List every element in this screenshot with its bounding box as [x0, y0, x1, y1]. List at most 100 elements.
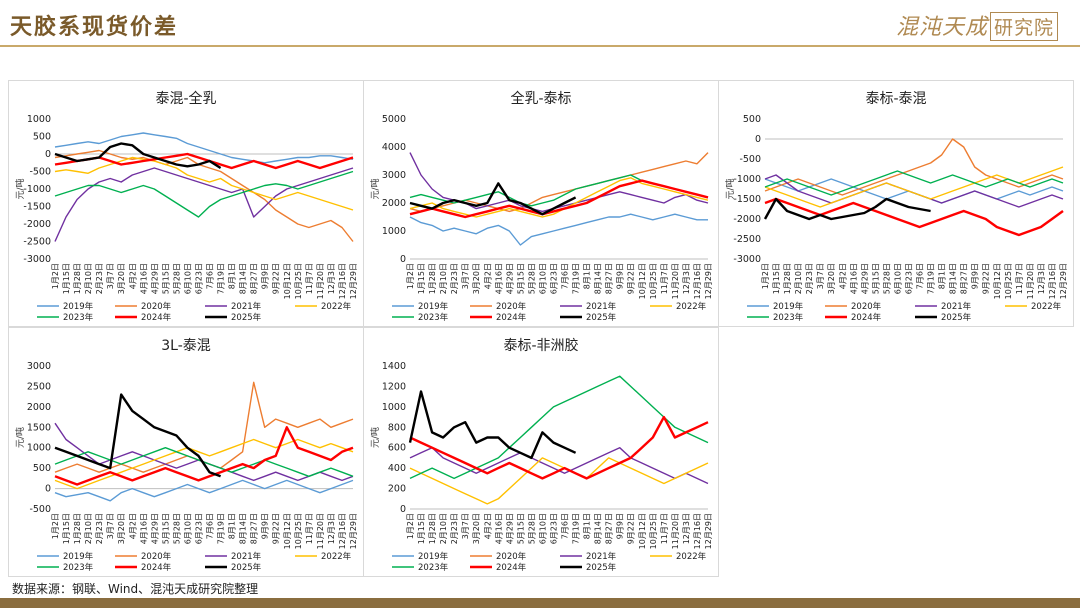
x-tick-label: 4月2日 — [128, 513, 137, 539]
chart-svg: 泰标-泰混元/吨 500 0 -500 -1000 -1500 -2000 -2500 -300… — [724, 91, 1068, 323]
x-tick-label: 7月19日 — [217, 513, 226, 544]
x-tick-label: 8月14日 — [594, 513, 603, 544]
y-tick-label: 1000 — [382, 402, 406, 413]
data-source-note: 数据来源：钢联、Wind、混沌天成研究院整理 — [12, 582, 259, 596]
y-tick-label: 0 — [755, 134, 761, 145]
x-tick-label: 6月10日 — [893, 263, 902, 294]
x-tick-label: 5月28日 — [882, 263, 891, 294]
legend-label: 2020年 — [851, 301, 882, 312]
y-tick-label: -2000 — [23, 219, 51, 230]
x-tick-label: 10月12日 — [638, 513, 647, 549]
y-tick-label: -2500 — [733, 234, 761, 245]
x-tick-label: 7月19日 — [572, 513, 581, 544]
x-tick-label: 8月27日 — [960, 263, 969, 294]
legend-label: 2021年 — [941, 301, 972, 312]
series-line-2025 — [54, 142, 222, 170]
x-tick-label: 8月14日 — [239, 513, 248, 544]
x-tick-label: 1月2日 — [51, 513, 60, 539]
y-tick-label: -500 — [29, 167, 51, 178]
x-tick-label: 6月10日 — [183, 263, 192, 294]
y-tick-label: 0 — [45, 484, 51, 495]
legend-label: 2022年 — [676, 301, 707, 312]
y-tick-label: -500 — [29, 504, 51, 515]
legend-label: 2019年 — [63, 301, 94, 312]
y-tick-label: -3000 — [23, 254, 51, 265]
logo-box-text: 研究院 — [989, 12, 1058, 41]
x-tick-label: 3月20日 — [117, 513, 126, 544]
legend-label: 2023年 — [418, 562, 449, 573]
x-tick-label: 5月28日 — [172, 263, 181, 294]
legend-label: 2022年 — [321, 301, 352, 312]
x-tick-label: 12月29日 — [349, 263, 358, 299]
legend-label: 2024年 — [496, 312, 527, 323]
x-tick-label: 3月7日 — [461, 513, 470, 539]
x-tick-label: 6月23日 — [194, 513, 203, 544]
y-axis-label: 元/吨 — [14, 427, 26, 448]
y-tick-label: 1000 — [382, 226, 406, 237]
legend-label: 2020年 — [141, 301, 172, 312]
x-tick-label: 3月7日 — [816, 263, 825, 289]
x-tick-label: 7月6日 — [561, 513, 570, 539]
x-tick-label: 7月6日 — [206, 263, 215, 289]
series-line-2020 — [764, 138, 1064, 196]
x-tick-label: 1月15日 — [417, 513, 426, 544]
x-tick-label: 4月29日 — [860, 263, 869, 294]
x-tick-label: 2月23日 — [805, 263, 814, 294]
legend-label: 2021年 — [231, 551, 262, 562]
y-axis-label: 元/吨 — [369, 427, 381, 448]
x-tick-label: 9月22日 — [272, 263, 281, 294]
x-tick-label: 1月28日 — [73, 513, 82, 544]
legend-label: 2019年 — [418, 301, 449, 312]
x-tick-label: 5月28日 — [172, 513, 181, 544]
x-tick-label: 12月16日 — [693, 513, 702, 549]
series-line-2024 — [764, 197, 1064, 237]
logo-text: 混沌天成 — [895, 15, 988, 40]
x-tick-label: 7月19日 — [927, 263, 936, 294]
x-tick-label: 5月15日 — [161, 263, 170, 294]
x-tick-label: 4月16日 — [849, 263, 858, 294]
x-tick-label: 12月16日 — [1048, 263, 1057, 299]
legend-label: 2024年 — [141, 312, 172, 323]
x-tick-label: 9月9日 — [616, 263, 625, 289]
x-tick-label: 10月25日 — [649, 263, 658, 299]
x-tick-label: 9月9日 — [261, 513, 270, 539]
y-tick-label: 1400 — [382, 361, 406, 372]
legend-label: 2021年 — [586, 551, 617, 562]
y-tick-label: -1500 — [733, 194, 761, 205]
x-tick-label: 10月12日 — [638, 263, 647, 299]
legend-label: 2022年 — [321, 551, 352, 562]
x-tick-label: 4月16日 — [139, 513, 148, 544]
y-tick-label: 0 — [400, 504, 406, 515]
x-tick-label: 11月7日 — [660, 513, 669, 544]
legend-label: 2023年 — [773, 312, 804, 323]
x-tick-label: 6月23日 — [549, 263, 558, 294]
x-tick-label: 11月7日 — [305, 513, 314, 544]
x-tick-label: 12月29日 — [1059, 263, 1068, 299]
chart-svg: 3L-泰混元/吨 3000 2500 2000 1500 1000 500 0 -5001月2日… — [14, 338, 358, 573]
x-tick-label: 6月10日 — [538, 263, 547, 294]
y-tick-label: 800 — [388, 422, 406, 433]
x-tick-label: 4月29日 — [505, 513, 514, 544]
legend-label: 2019年 — [418, 551, 449, 562]
y-tick-label: 2500 — [27, 381, 51, 392]
x-tick-label: 2月10日 — [439, 263, 448, 294]
legend-label: 2022年 — [676, 551, 707, 562]
chart-panel-quan-ru-tai-biao: 全乳-泰标 元/吨 5000 4000 3000 2000 1000 0 1月2日 1月15日 1月… — [363, 80, 719, 327]
legend-label: 2021年 — [586, 301, 617, 312]
x-tick-label: 9月22日 — [982, 263, 991, 294]
series-line-2019 — [409, 213, 708, 246]
x-tick-label: 3月7日 — [461, 263, 470, 289]
x-tick-label: 4月2日 — [128, 263, 137, 289]
x-tick-label: 4月29日 — [150, 263, 159, 294]
series-line-2023 — [764, 170, 1064, 196]
x-tick-label: 5月15日 — [871, 263, 880, 294]
legend-label: 2025年 — [231, 562, 262, 573]
x-tick-label: 2月10日 — [439, 513, 448, 544]
y-tick-label: -3000 — [733, 254, 761, 265]
y-tick-label: -1000 — [23, 184, 51, 195]
x-tick-label: 8月14日 — [239, 263, 248, 294]
series-line-2022 — [54, 156, 354, 211]
x-tick-label: 4月2日 — [483, 263, 492, 289]
x-tick-label: 9月22日 — [272, 513, 281, 544]
